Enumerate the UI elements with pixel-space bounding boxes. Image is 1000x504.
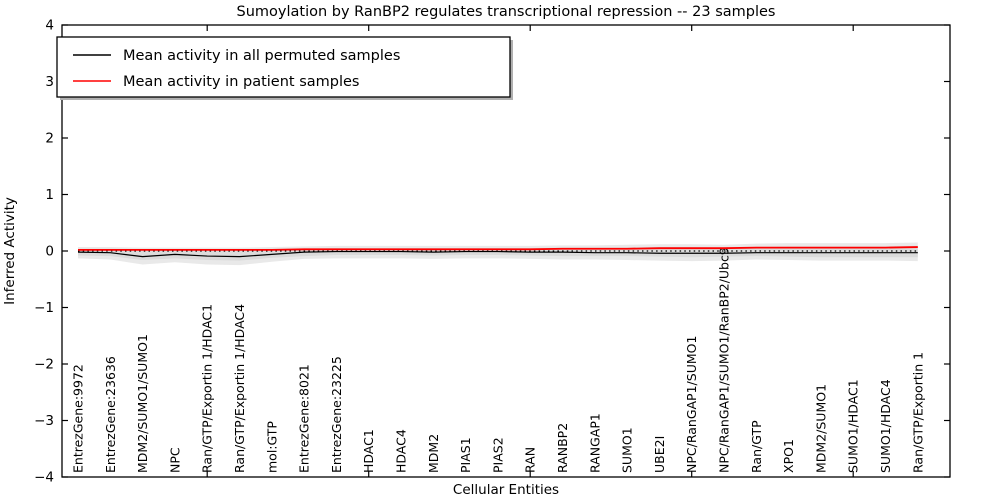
y-tick-label: −1 [34,300,54,316]
x-category-label: EntrezGene:9972 [71,364,86,473]
chart-title: Sumoylation by RanBP2 regulates transcri… [237,4,776,20]
series-line-permuted [77,250,918,258]
x-category-label: MDM2 [426,434,441,473]
legend: Mean activity in all permuted samples Me… [56,36,513,100]
x-category-label: RANGAP1 [587,413,602,473]
x-category-label: EntrezGene:8021 [297,364,312,473]
x-category-label: MDM2/SUMO1/SUMO1 [135,334,150,473]
uncertainty-bands-layer [78,242,918,266]
x-category-label: mol:GTP [264,421,279,473]
x-category-label: EntrezGene:23225 [329,356,344,473]
x-category-label: HDAC1 [361,429,376,473]
y-tick-label: 4 [45,18,54,34]
series-line-patient [78,246,918,251]
x-category-label: XPO1 [781,439,796,473]
y-tick-label: −3 [34,413,54,429]
x-category-label: SUMO1/HDAC1 [846,379,861,473]
x-category-label: NPC/RanGAP1/SUMO1 [684,336,699,473]
series-lines-layer [77,246,918,258]
y-tick-label: 3 [45,74,54,90]
x-category-label: MDM2/SUMO1 [813,384,828,473]
x-category-label: Ran/GTP/Exportin 1 [910,352,925,473]
x-category-label: EntrezGene:23636 [103,356,118,473]
x-category-label: PIAS1 [458,437,473,473]
x-category-label: Ran/GTP/Exportin 1/HDAC4 [232,304,247,473]
x-category-label: RAN [523,447,538,473]
x-category-label: RANBP2 [555,423,570,473]
plot-frame [61,24,951,478]
x-category-label: NPC [167,447,182,473]
x-category-label: PIAS2 [490,437,505,473]
x-axis-label: Cellular Entities [453,482,559,498]
y-tick-label: 1 [45,187,54,203]
y-tick-label: 2 [45,131,54,147]
y-tick-label: 0 [45,244,54,260]
legend-label-permuted: Mean activity in all permuted samples [123,48,400,64]
x-category-label: HDAC4 [394,429,409,473]
y-axis-label: Inferred Activity [2,197,18,305]
x-category-label: SUMO1/HDAC4 [878,379,893,473]
legend-label-patient: Mean activity in patient samples [123,74,359,90]
x-category-label: SUMO1 [620,427,635,473]
axis-ticks-layer: 4 3 2 1 0 −1 −2 −3 −4 [34,18,950,486]
x-category-label: UBE2I [652,436,667,473]
x-category-label: Ran/GTP [749,420,764,473]
y-tick-label: −2 [34,357,54,373]
x-category-label: Ran/GTP/Exportin 1/HDAC1 [200,304,215,473]
x-category-label: NPC/RanGAP1/SUMO1/RanBP2/Ubc9 [717,247,732,473]
y-tick-label: −4 [34,470,54,486]
category-labels-layer: EntrezGene:9972 EntrezGene:23636 MDM2/SUMO… [71,247,926,473]
legend-box [56,36,511,98]
